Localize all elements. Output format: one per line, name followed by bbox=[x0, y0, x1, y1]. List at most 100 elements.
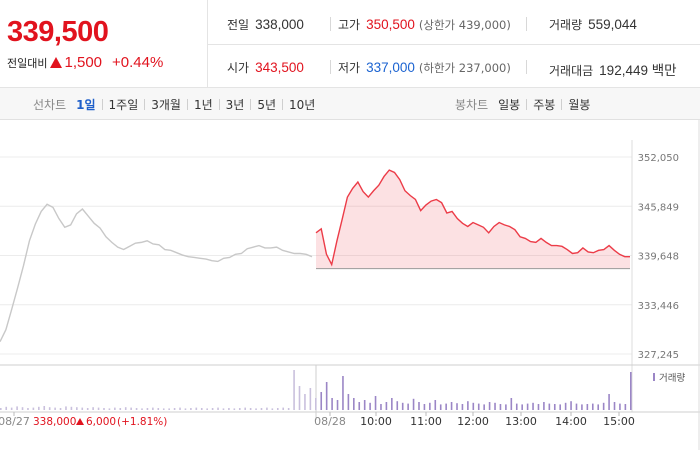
stat-label: 전일 bbox=[227, 18, 250, 32]
volume-bar bbox=[624, 404, 627, 410]
volume-bar bbox=[526, 403, 529, 410]
periods-0[interactable]: 1일 bbox=[76, 97, 96, 112]
stat-value: 338,000 bbox=[255, 17, 304, 32]
volume-bar bbox=[331, 398, 333, 410]
price-block: 339,500 전일대비 1,500 +0.44% bbox=[0, 0, 208, 88]
volume-bar bbox=[543, 402, 545, 410]
stat-high: 고가 350,500 (상한가 439,000) bbox=[338, 16, 511, 33]
volume-bar bbox=[472, 402, 475, 410]
volume-bar bbox=[266, 407, 268, 410]
stat-value: 350,500 bbox=[366, 17, 415, 32]
volume-bar bbox=[92, 407, 94, 410]
volume-bar bbox=[119, 408, 122, 410]
price-chart-svg: 352,050 345,849 339,648 333,446 327,245 거래량 08… bbox=[0, 120, 700, 450]
current-price: 339,500 bbox=[7, 16, 109, 48]
volume-bar bbox=[217, 407, 219, 410]
y-tick-label: 333,446 bbox=[638, 301, 679, 312]
volume-bar bbox=[347, 394, 350, 410]
candles-2[interactable]: 월봉 bbox=[568, 97, 591, 112]
volume-bar bbox=[461, 404, 464, 410]
volume-bar bbox=[249, 408, 252, 410]
change-label: 전일대비 bbox=[7, 56, 48, 70]
volume-bar bbox=[65, 406, 67, 410]
divider bbox=[526, 60, 527, 74]
period-tabs: 선차트 1일 1주일 3개월 1년 3년 5년 10년 bbox=[33, 88, 321, 120]
volume-bar bbox=[369, 402, 371, 410]
volume-bar bbox=[315, 398, 317, 410]
x-tick-label: 08/28 bbox=[314, 415, 346, 428]
volume-legend-swatch bbox=[653, 373, 655, 381]
volume-bar bbox=[477, 403, 480, 410]
quote-summary: 339,500 전일대비 1,500 +0.44% 전일 338,000 고가 … bbox=[0, 0, 700, 88]
volume-bar bbox=[483, 404, 485, 410]
volume-bar bbox=[179, 407, 181, 410]
periods-6[interactable]: 10년 bbox=[289, 97, 316, 112]
change-row: 전일대비 1,500 +0.44% bbox=[7, 54, 163, 71]
volume-bar bbox=[412, 398, 415, 410]
volume-bar bbox=[233, 408, 236, 410]
volume-bar bbox=[630, 372, 632, 410]
prev-day-up-triangle-icon bbox=[76, 418, 84, 425]
stat-label: 시가 bbox=[227, 61, 250, 75]
volume-bar bbox=[168, 408, 170, 410]
volume-bar bbox=[570, 401, 572, 410]
volume-bar bbox=[0, 408, 2, 410]
volume-bar bbox=[450, 402, 453, 410]
x-tick-label: 14:00 bbox=[555, 415, 587, 428]
volume-bar bbox=[282, 407, 285, 410]
volume-bar bbox=[130, 407, 132, 410]
volume-bar bbox=[255, 408, 257, 410]
price-chart: 352,050 345,849 339,648 333,446 327,245 거래량 08… bbox=[0, 120, 700, 450]
divider bbox=[218, 98, 220, 110]
volume-bar bbox=[429, 402, 431, 410]
x-tick-label: 15:00 bbox=[603, 415, 635, 428]
stat-volume: 거래량 559,044 bbox=[549, 16, 637, 33]
prev-day-pct: (+1.81%) bbox=[117, 416, 167, 428]
periods-2[interactable]: 3개월 bbox=[151, 97, 181, 112]
divider bbox=[250, 98, 252, 110]
volume-bar bbox=[293, 370, 295, 410]
candles-1[interactable]: 주봉 bbox=[533, 97, 556, 112]
stat-value: 343,500 bbox=[255, 60, 304, 75]
volume-bar bbox=[385, 402, 388, 410]
x-tick-label: 11:00 bbox=[410, 415, 442, 428]
volume-bar bbox=[439, 404, 442, 410]
volume-bar bbox=[553, 404, 556, 410]
volume-bar bbox=[32, 407, 35, 410]
volume-bar bbox=[206, 408, 208, 410]
stat-value: 559,044 bbox=[588, 17, 637, 32]
volume-bar bbox=[81, 407, 84, 410]
divider bbox=[526, 17, 527, 31]
volume-bar bbox=[152, 407, 154, 410]
volume-bar bbox=[325, 382, 328, 410]
volume-bar bbox=[488, 402, 491, 410]
volume-bar bbox=[298, 386, 301, 410]
periods-4[interactable]: 3년 bbox=[225, 97, 245, 112]
volume-bar bbox=[423, 404, 426, 410]
periods-3[interactable]: 1년 bbox=[193, 97, 213, 112]
stat-open: 시가 343,500 bbox=[227, 59, 304, 76]
prev-day-close: 338,000 bbox=[33, 416, 76, 428]
x-tick-label: 13:00 bbox=[505, 415, 537, 428]
volume-bar bbox=[5, 406, 8, 410]
stat-value: 337,000 bbox=[366, 60, 415, 75]
volume-bar bbox=[184, 408, 187, 410]
volume-bar bbox=[407, 403, 409, 410]
volume-bar bbox=[521, 404, 523, 410]
periods-1[interactable]: 1주일 bbox=[108, 97, 139, 112]
volume-bar bbox=[260, 408, 263, 410]
stat-amount: 거래대금 192,449 백만 bbox=[549, 59, 677, 79]
volume-bar bbox=[358, 402, 361, 410]
volume-bar bbox=[108, 408, 111, 410]
volume-bar bbox=[608, 394, 610, 410]
candles-0[interactable]: 일봉 bbox=[498, 97, 521, 112]
stat-prev-close: 전일 338,000 bbox=[227, 16, 304, 33]
periods-5[interactable]: 5년 bbox=[257, 97, 277, 112]
volume-bar bbox=[499, 404, 502, 410]
volume-bar bbox=[238, 408, 241, 410]
y-tick-label: 345,849 bbox=[638, 202, 679, 213]
divider bbox=[330, 17, 331, 31]
volume-bar bbox=[27, 408, 29, 410]
volume-bar bbox=[401, 402, 404, 410]
volume-bar bbox=[494, 402, 496, 410]
